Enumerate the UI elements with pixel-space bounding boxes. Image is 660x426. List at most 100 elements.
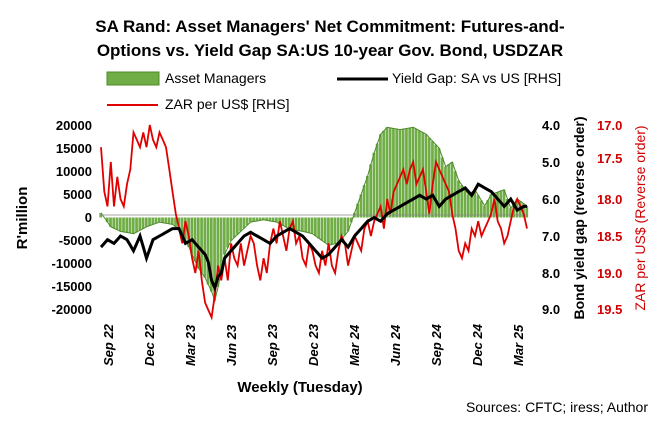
asset-managers-bar [245,217,249,226]
x-axis-title: Weekly (Tuesday) [237,379,362,396]
asset-managers-bar [450,162,454,218]
asset-managers-bar [151,217,155,225]
asset-managers-bar [395,129,399,218]
asset-managers-bar [489,194,493,218]
asset-managers-bar [209,217,213,292]
asset-managers-bar [470,192,473,218]
asset-managers-bar [317,217,320,239]
asset-managers-bar [414,129,418,218]
asset-managers-bar [219,217,223,271]
asset-managers-bar [473,189,477,218]
right1-tick-label: 4.0 [542,118,560,133]
asset-managers-bar [258,217,262,221]
asset-managers-bar [274,217,278,223]
asset-managers-bar [235,217,239,235]
right1-tick-label: 8.0 [542,266,560,281]
chart-title-line1: SA Rand: Asset Managers' Net Commitment:… [95,17,564,36]
x-tick-label: Sep 22 [101,323,116,366]
left-tick-label: -5000 [59,233,92,248]
legend-label-zar: ZAR per US$ [RHS] [165,96,289,112]
asset-managers-bar [463,189,467,218]
asset-managers-bar [437,148,441,218]
asset-managers-bar [278,217,281,224]
asset-managers-bar [486,200,490,218]
asset-managers-bar [144,217,148,227]
asset-managers-bar [105,217,109,223]
asset-managers-bar [327,217,330,246]
asset-managers-bar [190,217,194,255]
x-tick-label: Sep 23 [265,323,280,366]
legend-label-asset-managers: Asset Managers [165,70,266,86]
asset-managers-bar [434,144,438,218]
asset-managers-bar [398,129,402,218]
left-tick-label: -10000 [52,256,92,271]
asset-managers-bar [138,217,142,231]
asset-managers-bar [141,217,145,229]
asset-managers-bar [356,203,360,218]
left-axis: 20000 15000 10000 5000 0 -5000 -10000 -1… [14,118,92,317]
asset-managers-bar [349,217,353,223]
asset-managers-bar [122,217,125,232]
asset-managers-bar [405,128,408,218]
x-tick-label: Jun 23 [224,324,239,366]
asset-managers-bar [216,217,220,287]
asset-managers-bar [440,157,444,218]
asset-managers-bar [346,217,350,232]
asset-managers-outline [100,126,528,303]
asset-managers-bar [271,217,275,222]
right2-tick-label: 18.5 [597,229,622,244]
right2-tick-label: 19.5 [597,302,622,317]
asset-managers-bar [170,217,174,225]
asset-managers-bar [118,217,122,232]
right-axis-zar: 17.0 17.5 18.0 18.5 19.0 19.5 ZAR per US… [597,118,648,317]
chart-title-line2: Options vs. Yield Gap SA:US 10-year Gov.… [97,41,563,60]
right2-tick-label: 18.0 [597,192,622,207]
asset-managers-bar [161,217,164,223]
left-tick-label: 20000 [56,118,92,133]
asset-managers-bar [157,217,161,223]
asset-managers-bar [359,194,363,218]
asset-managers-bar [388,127,392,218]
asset-managers-bar [424,134,428,218]
asset-managers-bar [340,217,343,240]
zar-series-line [100,124,528,321]
asset-managers-bar [252,217,255,222]
right1-axis-title: Bond yield gap (reverse order) [571,116,587,319]
left-tick-label: 15000 [56,141,92,156]
x-tick-label: Dec 24 [470,323,485,366]
asset-managers-bar [213,217,216,301]
asset-managers-bar [444,166,447,218]
asset-managers-bar [135,217,138,232]
asset-managers-bar [385,127,389,218]
asset-managers-bar [177,217,181,230]
left-tick-label: -20000 [52,302,92,317]
asset-managers-bar [193,217,197,262]
asset-managers-bar [427,137,431,218]
legend-label-yield-gap: Yield Gap: SA vs US [RHS] [392,70,561,86]
asset-managers-bars [99,127,529,301]
asset-managers-bar [128,217,132,234]
asset-managers-bar [288,217,291,230]
right1-tick-label: 7.0 [542,229,560,244]
right2-axis-title: ZAR per US$ (Reverse order) [632,125,648,310]
asset-managers-bar [148,217,151,226]
asset-managers-bar [307,217,311,233]
legend: Asset Managers Yield Gap: SA vs US [RHS]… [106,70,561,112]
asset-managers-bar [174,217,177,227]
left-tick-label: 10000 [56,164,92,179]
right1-tick-label: 5.0 [542,155,560,170]
asset-managers-bar [226,217,229,248]
asset-managers-bar [379,134,382,218]
asset-managers-bar [239,217,242,232]
x-tick-label: Mar 25 [511,324,526,366]
asset-managers-bar [333,217,337,244]
asset-managers-bar [372,152,376,218]
asset-managers-bar [180,217,184,232]
asset-managers-bar [261,217,265,220]
asset-managers-bar [323,217,327,243]
asset-managers-bar [431,141,434,218]
right2-tick-label: 19.0 [597,266,622,281]
asset-managers-bar [362,185,366,218]
asset-managers-bar [343,217,347,236]
